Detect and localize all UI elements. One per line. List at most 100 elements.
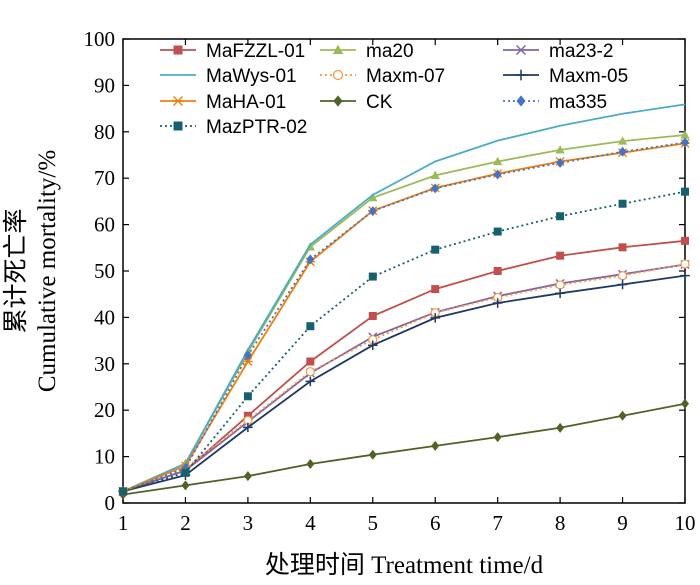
data-point bbox=[430, 313, 441, 323]
axes: 0 10 20 30 40 50 60 70 80 90 100 1 2 3 4 5 6 7 8 9 10 bbox=[84, 27, 696, 535]
series-mafzzl-01 bbox=[119, 236, 689, 496]
data-point bbox=[555, 288, 565, 299]
y-axis-title-en: Cumulative mortality/% bbox=[34, 150, 61, 392]
data-point bbox=[556, 212, 565, 221]
data-point bbox=[493, 432, 502, 443]
data-point bbox=[243, 350, 252, 361]
legend-swatch-marker bbox=[332, 44, 344, 55]
data-point bbox=[368, 449, 377, 460]
legend-item-maha-01: MaHA-01 bbox=[160, 92, 286, 113]
data-point bbox=[306, 322, 315, 331]
legend: MaFZZL-01 ma20 ma23-2 MaWys-01 Maxm-07 Maxm-0… bbox=[160, 41, 628, 138]
series-line-ma335 bbox=[122, 141, 686, 493]
y-tick-label: 50 bbox=[94, 259, 115, 283]
data-point bbox=[681, 398, 689, 409]
data-point bbox=[618, 410, 627, 421]
series-mazptr-02 bbox=[119, 187, 689, 496]
legend-swatch-marker bbox=[515, 69, 527, 81]
y-tick-label: 100 bbox=[84, 27, 116, 51]
series-lines bbox=[118, 103, 690, 500]
series-line-maxm-07 bbox=[122, 263, 686, 493]
data-point bbox=[181, 468, 190, 477]
y-tick-label: 80 bbox=[94, 120, 115, 144]
y-tick-label: 70 bbox=[94, 166, 115, 190]
legend-label: ma20 bbox=[366, 41, 414, 62]
data-point bbox=[243, 471, 252, 482]
data-point bbox=[680, 130, 690, 139]
data-point bbox=[556, 251, 565, 260]
series-line-ck bbox=[122, 402, 686, 496]
legend-label: CK bbox=[366, 92, 393, 113]
x-tick-label: 6 bbox=[430, 511, 441, 535]
legend-item-maxm-07: Maxm-07 bbox=[320, 66, 445, 87]
legend-swatch-marker bbox=[333, 95, 343, 107]
data-point bbox=[492, 298, 503, 308]
data-point bbox=[368, 272, 377, 281]
data-point bbox=[618, 199, 627, 208]
data-point bbox=[431, 285, 440, 294]
legend-item-mafzzl-01: MaFZZL-01 bbox=[160, 41, 305, 62]
legend-label: MaHA-01 bbox=[206, 92, 286, 113]
x-tick-label: 4 bbox=[305, 511, 316, 535]
legend-label: MaWys-01 bbox=[206, 66, 297, 87]
y-tick-label: 90 bbox=[94, 73, 115, 97]
legend-label: ma335 bbox=[549, 92, 607, 113]
series-ma20 bbox=[118, 130, 690, 495]
x-tick-label: 8 bbox=[555, 511, 566, 535]
data-point bbox=[368, 192, 378, 202]
y-tick-label: 60 bbox=[94, 213, 115, 237]
data-point bbox=[430, 170, 440, 180]
series-ma335 bbox=[119, 137, 689, 497]
data-point bbox=[306, 357, 315, 366]
data-point bbox=[556, 422, 565, 433]
series-line-maha-01 bbox=[122, 142, 686, 493]
series-line-ma23-2 bbox=[122, 263, 686, 493]
legend-label: ma23-2 bbox=[549, 41, 613, 62]
legend-swatch-marker bbox=[173, 121, 183, 131]
data-point bbox=[181, 480, 190, 491]
y-tick-label: 40 bbox=[94, 305, 115, 329]
data-point bbox=[617, 136, 628, 145]
series-mawys-01 bbox=[122, 103, 686, 493]
series-maxm-05 bbox=[118, 270, 690, 497]
data-point bbox=[431, 183, 440, 194]
legend-swatch-marker bbox=[516, 95, 526, 107]
legend-item-ma335: ma335 bbox=[503, 92, 607, 113]
data-point bbox=[243, 411, 252, 420]
y-axis-title-cn: 累计死亡率 bbox=[2, 208, 30, 333]
legend-label: Maxm-07 bbox=[366, 66, 445, 87]
legend-label: MazPTR-02 bbox=[206, 117, 307, 138]
x-tick-label: 7 bbox=[492, 511, 503, 535]
legend-item-mazptr-02: MazPTR-02 bbox=[160, 117, 307, 138]
data-point bbox=[556, 157, 565, 168]
legend-swatch-marker bbox=[173, 45, 183, 55]
data-point bbox=[493, 156, 503, 166]
x-tick-label: 9 bbox=[617, 511, 628, 535]
y-tick-label: 30 bbox=[94, 352, 115, 376]
data-point bbox=[243, 422, 253, 433]
data-point bbox=[681, 137, 689, 148]
legend-swatch-marker bbox=[172, 96, 184, 106]
y-tick-label: 0 bbox=[105, 491, 116, 515]
series-line-mazptr-02 bbox=[122, 190, 686, 493]
series-line-ma20 bbox=[122, 134, 686, 493]
x-axis-title: 处理时间 Treatment time/d bbox=[265, 551, 544, 579]
data-point bbox=[431, 440, 440, 451]
x-tick-label: 2 bbox=[180, 511, 191, 535]
legend-item-maxm-05: Maxm-05 bbox=[503, 66, 628, 87]
legend-swatch-marker bbox=[332, 69, 344, 81]
data-point bbox=[618, 146, 627, 157]
data-point bbox=[367, 340, 378, 351]
data-point bbox=[681, 187, 689, 196]
data-point bbox=[305, 376, 316, 387]
data-point bbox=[431, 245, 440, 254]
legend-item-ma23-2: ma23-2 bbox=[503, 41, 613, 62]
data-point bbox=[493, 267, 502, 275]
data-point bbox=[618, 243, 627, 252]
data-point bbox=[680, 270, 690, 281]
data-point bbox=[306, 254, 315, 265]
y-tick-label: 10 bbox=[94, 445, 115, 469]
legend-item-ma20: ma20 bbox=[320, 41, 414, 62]
x-tick-label: 5 bbox=[368, 511, 379, 535]
